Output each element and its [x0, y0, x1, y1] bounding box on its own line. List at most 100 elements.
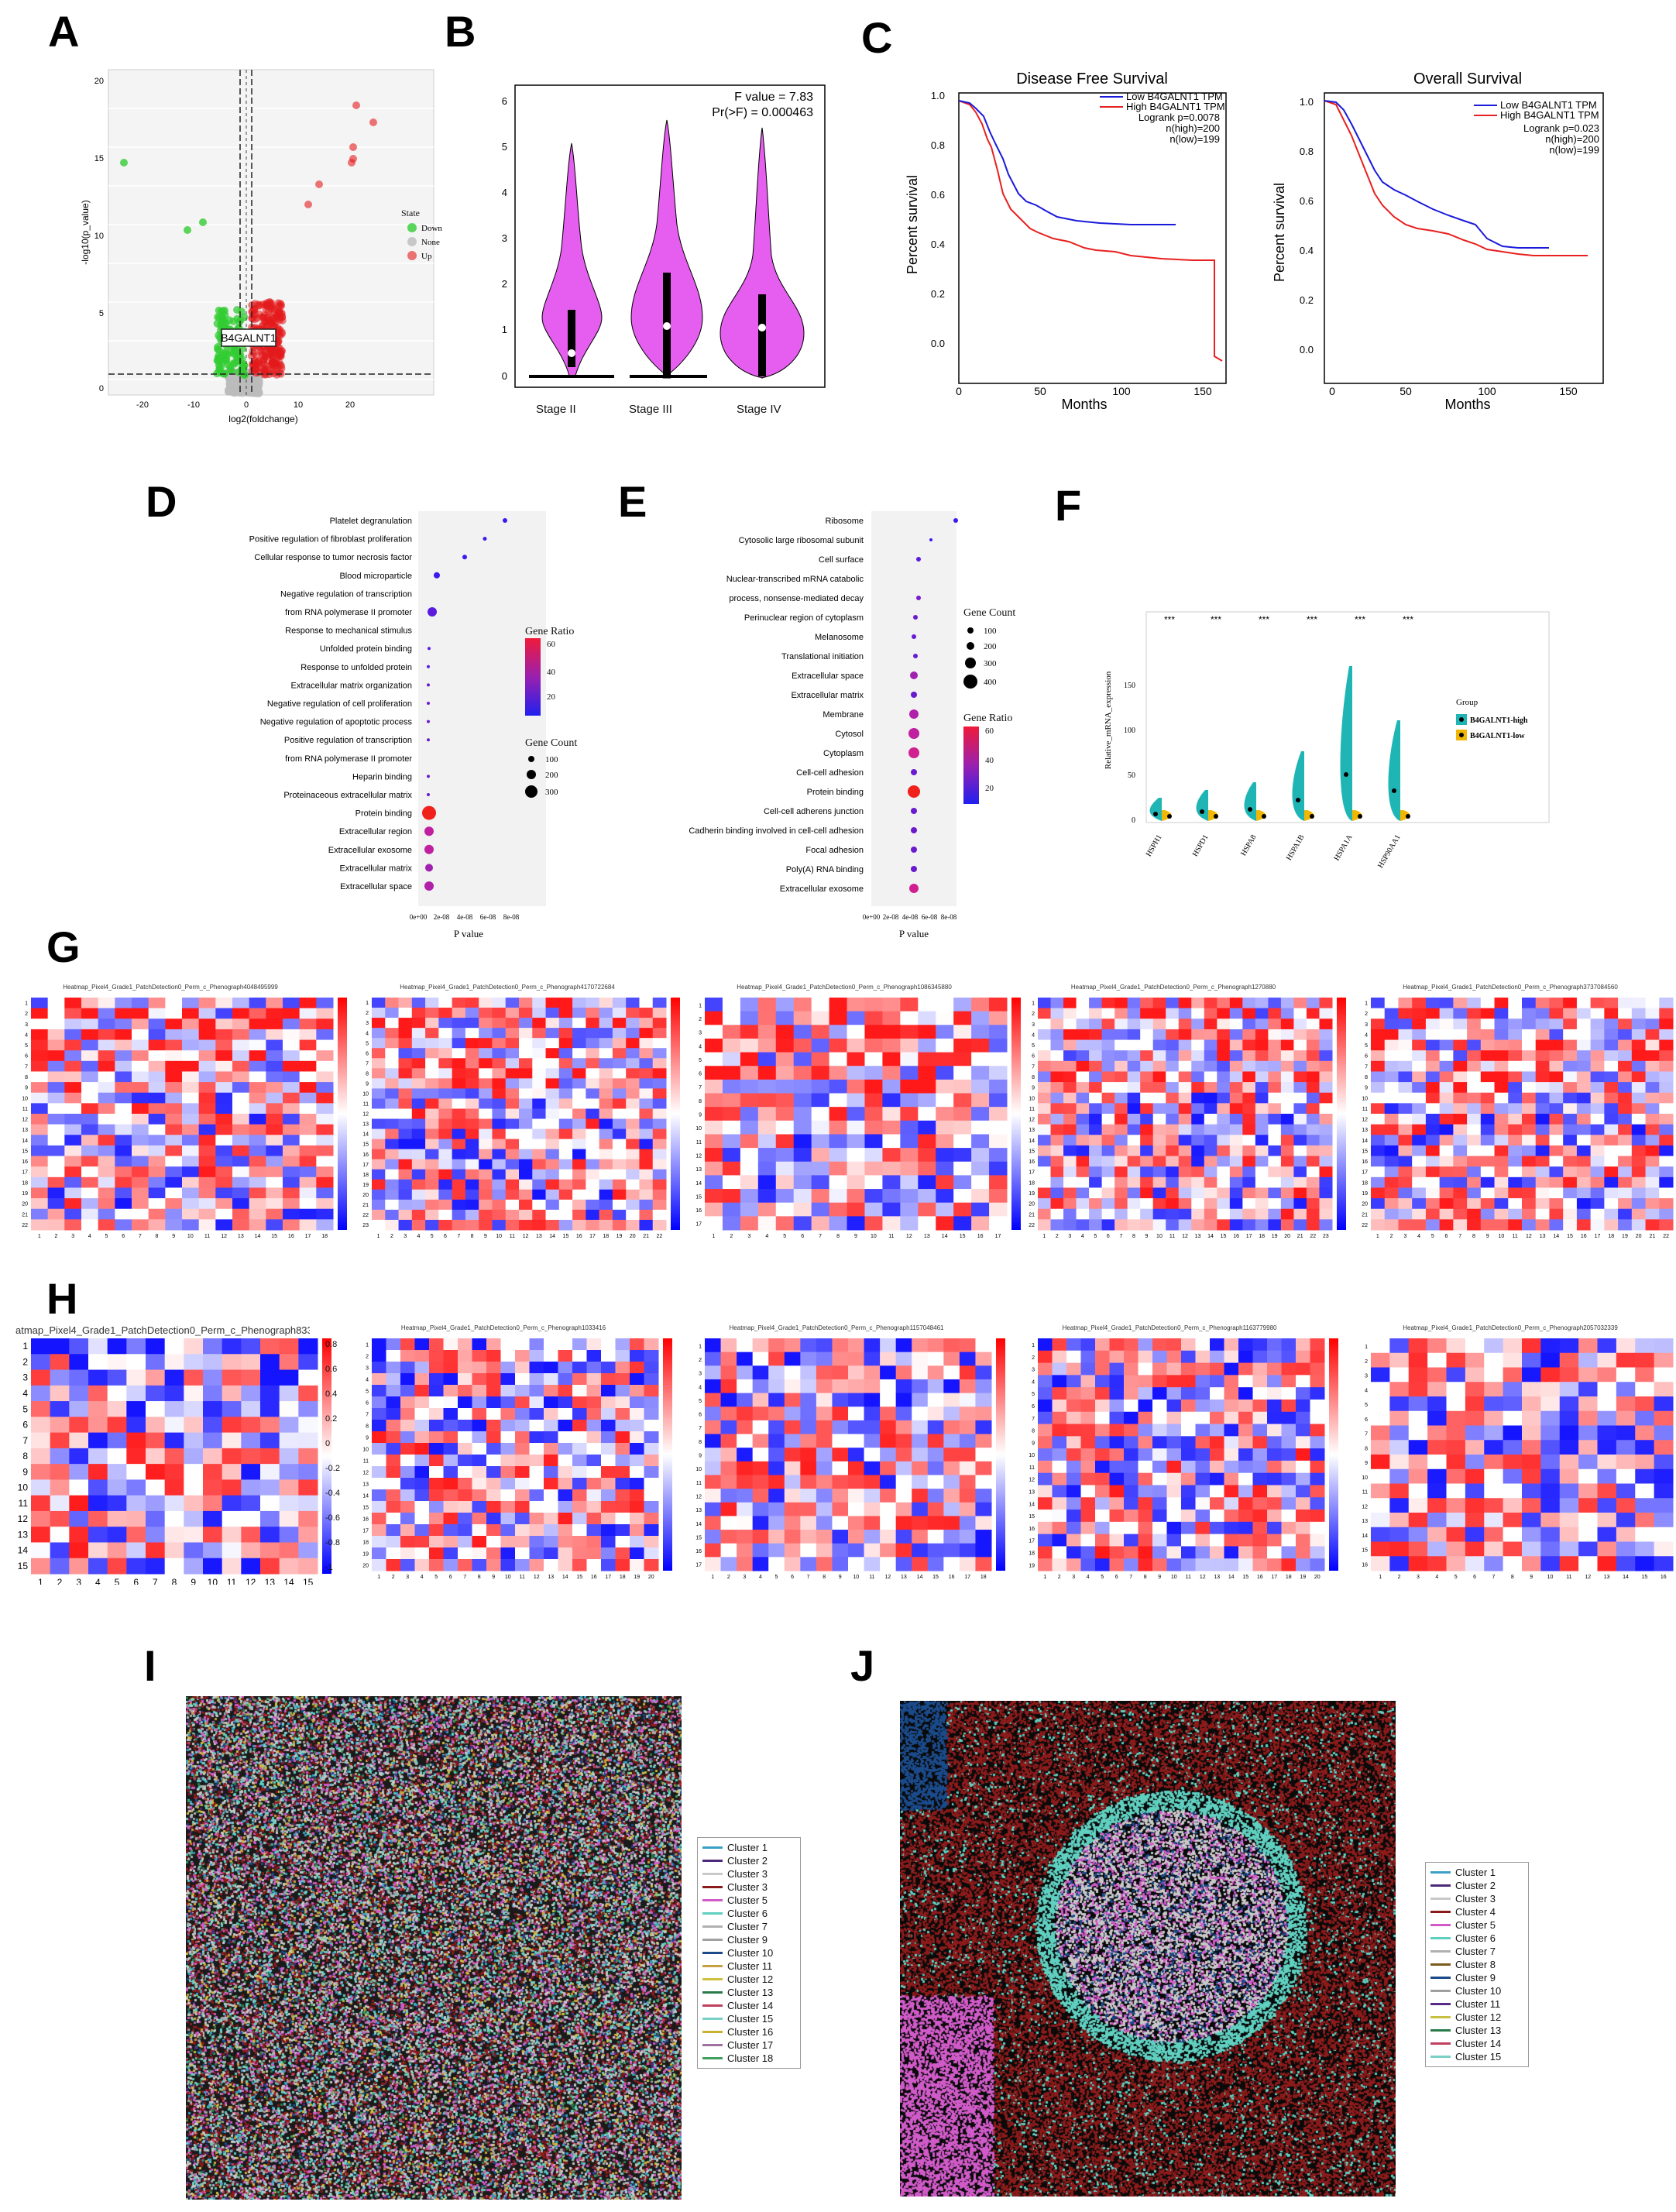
- heatmap-cell: [425, 1179, 439, 1190]
- heatmap-cell: [1480, 1156, 1496, 1167]
- heatmap-cell: [1549, 1145, 1564, 1157]
- heatmap-cell: [1508, 1008, 1523, 1019]
- heatmap-cell: [1508, 1060, 1523, 1072]
- heatmap-cell: [1508, 1124, 1523, 1135]
- heatmap-cell: [864, 1175, 883, 1190]
- heatmap-cell: [232, 1008, 250, 1019]
- heatmap-cell: [705, 1216, 723, 1231]
- heatmap-cell: [1255, 1029, 1269, 1041]
- heatmap-cell: [1217, 1156, 1231, 1167]
- heatmap-cell: [492, 1028, 507, 1039]
- heatmap-cell: [912, 1407, 929, 1421]
- heatmap-cell: [515, 1350, 530, 1362]
- heatmap-cell: [1645, 1219, 1660, 1231]
- heatmap-cell: [1310, 1497, 1325, 1510]
- heatmap-cell: [486, 1408, 501, 1420]
- heatmap-row-label: 4: [25, 1032, 28, 1038]
- heatmap-cell: [1306, 1166, 1320, 1178]
- heatmap-cell: [64, 1060, 82, 1072]
- heatmap-cell: [249, 1114, 266, 1125]
- heatmap-cell: [572, 1559, 587, 1571]
- heatmap-cell: [1063, 1187, 1077, 1199]
- heatmap-cell: [411, 1128, 426, 1140]
- heatmap-cell: [630, 1478, 644, 1490]
- heatmap-cell: [1281, 1448, 1296, 1462]
- heatmap-cell: [1124, 1436, 1139, 1449]
- heatmap-cell: [1080, 1411, 1096, 1425]
- heatmap-cell: [184, 1354, 204, 1371]
- heatmap-cell: [492, 1118, 507, 1130]
- heatmap-cell: [1210, 1558, 1224, 1571]
- heatmap-cell: [1195, 1460, 1211, 1474]
- heatmap-cell: [880, 1448, 897, 1462]
- heatmap-cell: [912, 1420, 929, 1435]
- heatmap-cell: [1563, 1050, 1578, 1062]
- heatmap-cell: [1280, 1071, 1294, 1083]
- heatmap-cell: [452, 1058, 466, 1069]
- heatmap-cell: [182, 1124, 200, 1135]
- go-term-label: Poly(A) RNA binding: [786, 865, 864, 874]
- heatmap-cell: [1293, 1103, 1307, 1115]
- go-e-count-title: Gene Count: [963, 607, 1016, 619]
- heatmap-cell: [612, 1118, 627, 1130]
- heatmap-cell: [115, 1198, 132, 1210]
- heatmap-cell: [1076, 1039, 1090, 1051]
- heatmap-cell: [880, 1338, 897, 1353]
- heatmap-cell: [757, 1134, 777, 1149]
- heatmap-row-label: 22: [1029, 1223, 1035, 1228]
- heatmap-cell: [895, 1407, 912, 1421]
- heatmap-cell: [1453, 1156, 1468, 1167]
- heatmap-row-label: 2: [366, 1011, 369, 1016]
- heatmap-row-label: 7: [699, 1085, 702, 1091]
- heatmap-row-label: 12: [18, 1513, 29, 1524]
- heatmap-cell: [385, 1088, 400, 1099]
- heatmap-cell: [443, 1350, 458, 1362]
- heatmap-cell: [1604, 1219, 1619, 1231]
- heatmap-cell: [626, 1219, 640, 1231]
- heatmap-cell: [148, 1145, 166, 1157]
- heatmap-cell: [1052, 1350, 1067, 1364]
- heatmap-cell: [1152, 1103, 1166, 1115]
- heatmap-cell: [283, 1219, 301, 1231]
- heatmap-cell: [1229, 1029, 1243, 1041]
- heatmap-cell: [372, 1008, 386, 1018]
- heatmap-cell: [1242, 1018, 1256, 1030]
- heatmap-col-label: 9: [172, 1234, 175, 1239]
- heatmap-cell: [558, 1058, 573, 1069]
- heatmap-cell: [1242, 1135, 1256, 1146]
- heatmap-row-label: 8: [366, 1071, 369, 1077]
- go-e-count-item: 200: [984, 642, 997, 651]
- heatmap-cell: [452, 1038, 466, 1049]
- heatmap-cell: [793, 1025, 812, 1039]
- heatmap-cell: [829, 1134, 848, 1149]
- heatmap-cell: [615, 1466, 630, 1479]
- heatmap-cell: [372, 1455, 386, 1467]
- heatmap-cell: [1252, 1362, 1268, 1376]
- heatmap-cell: [1109, 1399, 1125, 1413]
- heatmap-col-label: 13: [265, 1577, 276, 1585]
- heatmap-cell: [880, 1489, 897, 1503]
- heatmap-cell: [1038, 1176, 1052, 1188]
- heatmap-cell: [545, 1008, 560, 1018]
- heatmap-cell: [465, 1108, 479, 1120]
- heatmap-cell: [164, 1448, 184, 1465]
- heatmap-cell: [50, 1464, 70, 1480]
- heatmap-cell: [249, 1198, 266, 1210]
- heatmap-cell: [864, 1543, 881, 1558]
- go-term-label: Protein binding: [807, 788, 864, 797]
- heatmap-cell: [429, 1362, 444, 1374]
- heatmap-cell: [1616, 1338, 1636, 1354]
- heatmap-cell: [398, 1128, 413, 1140]
- heatmap-cell: [1229, 1135, 1243, 1146]
- heatmap-cell: [784, 1475, 801, 1489]
- heatmap-cell: [266, 1029, 283, 1041]
- heatmap-cell: [283, 1029, 301, 1041]
- heatmap-cell: [558, 1018, 573, 1029]
- go-dot: [913, 615, 918, 620]
- heatmap-col-label: 14: [1553, 1234, 1559, 1239]
- heatmap-cell: [1618, 1008, 1633, 1019]
- heatmap-cell: [1066, 1362, 1081, 1376]
- heatmap-cell: [615, 1396, 630, 1409]
- heatmap-cell: [1252, 1510, 1268, 1523]
- heatmap-cell: [544, 1524, 558, 1537]
